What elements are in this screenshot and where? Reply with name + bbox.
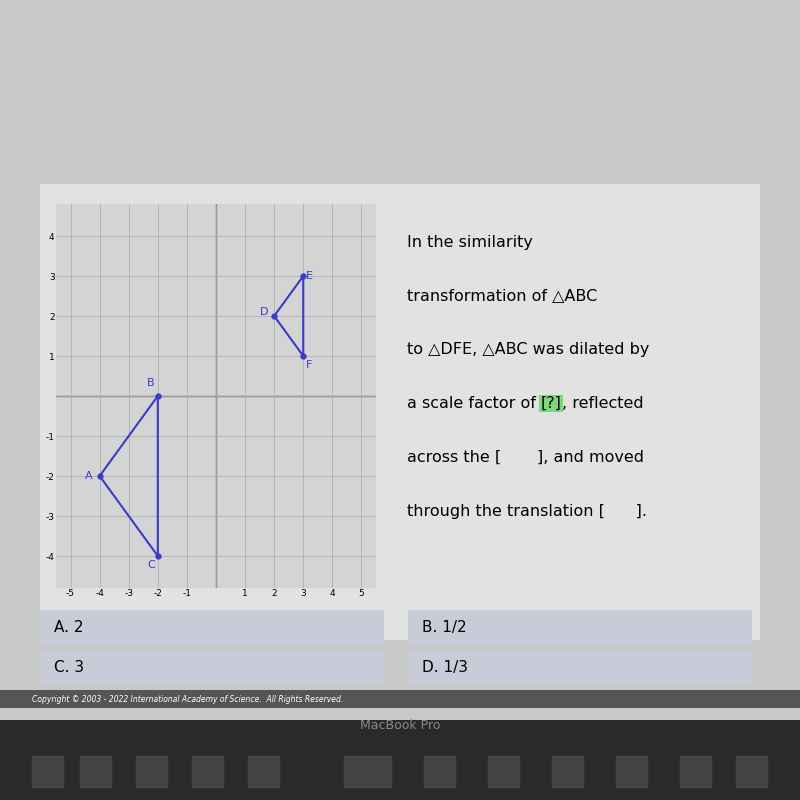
Text: In the similarity: In the similarity xyxy=(406,234,533,250)
Text: D. 1/3: D. 1/3 xyxy=(422,660,469,674)
Text: A: A xyxy=(85,471,92,481)
Text: through the translation [      ].: through the translation [ ]. xyxy=(406,503,646,518)
Text: MacBook Pro: MacBook Pro xyxy=(360,719,440,732)
Text: B: B xyxy=(147,378,155,388)
Text: B. 1/2: B. 1/2 xyxy=(422,620,467,634)
Text: Copyright © 2003 - 2022 International Academy of Science.  All Rights Reserved.: Copyright © 2003 - 2022 International Ac… xyxy=(32,694,343,704)
Text: A. 2: A. 2 xyxy=(54,620,84,634)
Text: E: E xyxy=(306,271,313,281)
Text: D: D xyxy=(260,307,268,317)
Text: F: F xyxy=(306,360,313,370)
Text: C. 3: C. 3 xyxy=(54,660,85,674)
Text: , reflected: , reflected xyxy=(562,396,643,411)
Text: across the [       ], and moved: across the [ ], and moved xyxy=(406,450,644,465)
Text: transformation of △ABC: transformation of △ABC xyxy=(406,289,597,303)
Text: [?]: [?] xyxy=(541,396,562,411)
Text: a scale factor of: a scale factor of xyxy=(406,396,541,411)
Text: C: C xyxy=(147,560,155,570)
Text: to △DFE, △ABC was dilated by: to △DFE, △ABC was dilated by xyxy=(406,342,649,358)
